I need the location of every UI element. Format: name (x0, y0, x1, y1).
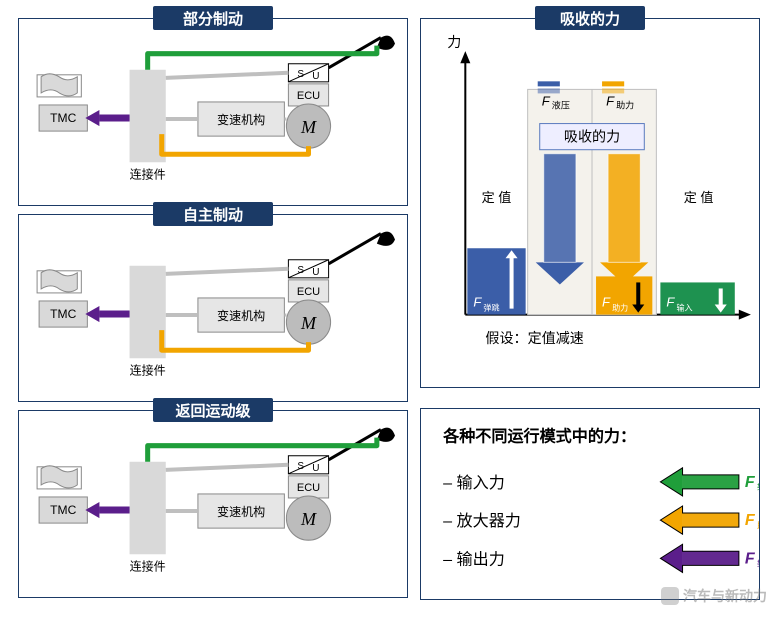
panel-title: 部分制动 (153, 6, 273, 30)
svg-text:助力: 助力 (616, 99, 634, 110)
svg-text:假设：定值减速: 假设：定值减速 (485, 330, 583, 346)
svg-text:– 输出力: – 输出力 (443, 550, 505, 568)
svg-text:变速机构: 变速机构 (217, 504, 265, 519)
watermark: 汽车与新动力 (661, 586, 767, 606)
svg-text:ECU: ECU (297, 286, 320, 298)
svg-text:TMC: TMC (50, 307, 76, 321)
svg-text:F: F (542, 93, 551, 108)
brake-panel: TMC 连接件 变速机构 SU ECU M (18, 18, 408, 206)
force-chart-panel: 力F液压F助力吸收的力定 值定 值F弹跳F助力F输入假设：定值减速 (420, 18, 760, 388)
svg-text:变速机构: 变速机构 (217, 112, 265, 127)
brake-panel: TMC 连接件 变速机构 SU ECU M (18, 214, 408, 402)
svg-text:F: F (745, 511, 756, 529)
svg-text:M: M (300, 117, 317, 137)
svg-text:各种不同运行模式中的力：: 各种不同运行模式中的力： (442, 427, 636, 446)
svg-text:F: F (473, 295, 482, 310)
brake-diagram: TMC 连接件 变速机构 SU ECU M (19, 19, 407, 205)
svg-text:F: F (606, 93, 615, 108)
svg-text:M: M (300, 509, 317, 529)
svg-text:U: U (312, 463, 319, 474)
svg-text:连接件: 连接件 (130, 166, 166, 181)
svg-text:S: S (297, 461, 304, 472)
svg-text:力: 力 (447, 34, 461, 50)
panel-title: 返回运动级 (153, 398, 273, 422)
svg-text:变速机构: 变速机构 (217, 308, 265, 323)
watermark-text: 汽车与新动力 (683, 586, 767, 606)
svg-text:S: S (297, 69, 304, 80)
svg-text:U: U (312, 71, 319, 82)
legend-panel: 各种不同运行模式中的力：– 输入力F输入– 放大器力F助力– 输出力F输出 (420, 408, 760, 600)
svg-text:F: F (745, 549, 756, 567)
svg-text:助力: 助力 (612, 303, 628, 313)
svg-text:定 值: 定 值 (684, 190, 714, 205)
svg-text:连接件: 连接件 (130, 362, 166, 377)
svg-text:M: M (300, 313, 317, 333)
svg-text:液压: 液压 (552, 99, 570, 110)
svg-text:F: F (602, 295, 611, 310)
svg-text:S: S (297, 265, 304, 276)
svg-text:– 输入力: – 输入力 (443, 474, 505, 492)
brake-diagram: TMC 连接件 变速机构 SU ECU M (19, 215, 407, 401)
svg-text:U: U (312, 267, 319, 278)
svg-text:连接件: 连接件 (130, 558, 166, 573)
panel-title: 吸收的力 (535, 6, 645, 30)
svg-text:输入: 输入 (757, 482, 759, 493)
svg-text:ECU: ECU (297, 482, 320, 494)
svg-text:助力: 助力 (757, 520, 759, 531)
svg-text:F: F (745, 473, 756, 491)
svg-text:F: F (666, 295, 675, 310)
brake-diagram: TMC 连接件 变速机构 SU ECU M (19, 411, 407, 597)
svg-text:– 放大器力: – 放大器力 (443, 512, 521, 530)
svg-text:TMC: TMC (50, 503, 76, 517)
panel-title: 自主制动 (153, 202, 273, 226)
svg-text:定 值: 定 值 (482, 190, 512, 205)
svg-text:吸收的力: 吸收的力 (564, 129, 620, 145)
svg-text:弹跳: 弹跳 (483, 303, 499, 313)
svg-text:TMC: TMC (50, 111, 76, 125)
svg-text:ECU: ECU (297, 90, 320, 102)
svg-text:输入: 输入 (676, 303, 692, 313)
brake-panel: TMC 连接件 变速机构 SU ECU M (18, 410, 408, 598)
svg-text:输出: 输出 (757, 558, 759, 569)
